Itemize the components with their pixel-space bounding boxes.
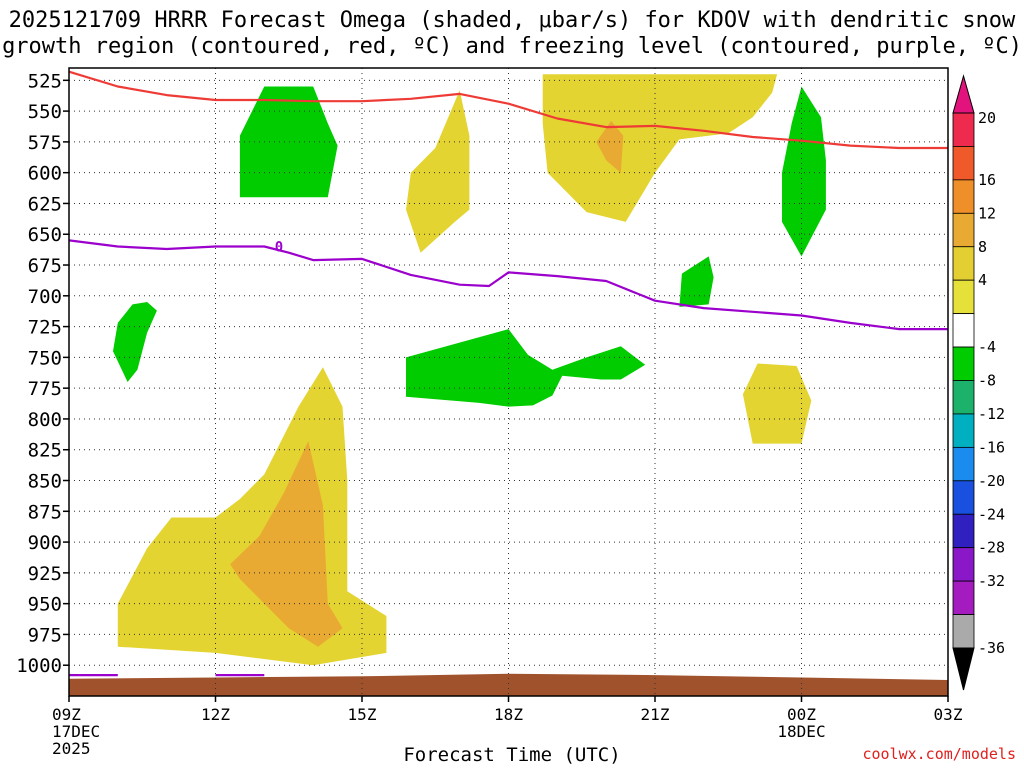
colorbar-label-1: 16 bbox=[978, 171, 996, 189]
chart-title-line1: 2025121709 HRRR Forecast Omega (shaded, … bbox=[8, 8, 1016, 33]
contour-line-0 bbox=[69, 70, 948, 150]
x-tick-label-9-1: 17DEC bbox=[52, 722, 100, 741]
x-tick-label-24-0: 00Z bbox=[787, 705, 816, 724]
colorbar-top-arrow bbox=[952, 74, 975, 114]
omega-region-3 bbox=[679, 256, 714, 307]
colorbar-segment-2 bbox=[952, 179, 975, 214]
x-axis-label: Forecast Time (UTC) bbox=[403, 744, 621, 766]
colorbar-label-5: -4 bbox=[978, 338, 996, 356]
x-tick-label-15-0: 15Z bbox=[348, 705, 377, 724]
colorbar-segment-0 bbox=[952, 112, 975, 147]
colorbar-segment-12 bbox=[952, 513, 975, 549]
y-tick-label-900: 900 bbox=[28, 532, 62, 554]
y-tick-label-950: 950 bbox=[28, 594, 62, 616]
colorbar-segment-15 bbox=[952, 614, 975, 649]
colorbar-label-7: -12 bbox=[978, 405, 1005, 423]
colorbar-label-3: 8 bbox=[978, 238, 987, 256]
x-tick-label-24-1: 18DEC bbox=[777, 722, 825, 741]
colorbar-segment-11 bbox=[952, 480, 975, 515]
y-tick-label-625: 625 bbox=[28, 193, 62, 215]
y-tick-label-825: 825 bbox=[28, 440, 62, 462]
terrain-surface bbox=[69, 673, 948, 696]
y-tick-label-550: 550 bbox=[28, 101, 62, 123]
x-tick-label-27-0: 03Z bbox=[934, 705, 963, 724]
colorbar-segment-3 bbox=[952, 212, 975, 248]
y-tick-label-850: 850 bbox=[28, 471, 62, 493]
freezing-level-label: 0 bbox=[275, 240, 283, 256]
omega-region-1 bbox=[113, 302, 157, 382]
omega-region-9 bbox=[230, 441, 343, 647]
y-tick-label-525: 525 bbox=[28, 70, 62, 92]
colorbar-segment-14 bbox=[952, 580, 975, 615]
omega-region-7 bbox=[117, 367, 387, 666]
y-tick-label-875: 875 bbox=[28, 501, 62, 523]
y-tick-label-600: 600 bbox=[28, 163, 62, 185]
colorbar-segment-4 bbox=[952, 246, 975, 281]
colorbar-segment-6 bbox=[952, 313, 975, 348]
colorbar-label-13: -36 bbox=[978, 639, 1005, 657]
x-tick-label-9-2: 2025 bbox=[52, 739, 91, 758]
omega-region-5 bbox=[406, 90, 470, 253]
y-tick-label-700: 700 bbox=[28, 286, 62, 308]
omega-region-6 bbox=[542, 74, 778, 222]
y-tick-label-725: 725 bbox=[28, 317, 62, 339]
x-tick-label-12-0: 12Z bbox=[201, 705, 230, 724]
contour-line-1 bbox=[69, 239, 948, 331]
colorbar-segment-1 bbox=[952, 146, 975, 181]
y-tick-label-975: 975 bbox=[28, 624, 62, 646]
colorbar-label-10: -24 bbox=[978, 505, 1005, 523]
y-tick-label-675: 675 bbox=[28, 255, 62, 277]
y-tick-label-925: 925 bbox=[28, 563, 62, 585]
x-tick-label-21-0: 21Z bbox=[641, 705, 670, 724]
omega-region-10 bbox=[596, 120, 624, 173]
y-tick-label-1000: 1000 bbox=[16, 655, 62, 677]
x-tick-label-9-0: 09Z bbox=[52, 705, 81, 724]
colorbar-segment-9 bbox=[952, 413, 975, 448]
y-tick-label-650: 650 bbox=[28, 224, 62, 246]
omega-region-4 bbox=[782, 86, 826, 257]
colorbar-label-8: -16 bbox=[978, 438, 1005, 456]
colorbar-label-9: -20 bbox=[978, 472, 1005, 490]
colorbar-segment-10 bbox=[952, 446, 975, 482]
colorbar-segment-8 bbox=[952, 380, 975, 415]
colorbar-label-2: 12 bbox=[978, 204, 996, 222]
y-tick-label-775: 775 bbox=[28, 378, 62, 400]
y-tick-label-750: 750 bbox=[28, 347, 62, 369]
colorbar-segment-13 bbox=[952, 547, 975, 582]
colorbar-label-0: 20 bbox=[978, 109, 996, 127]
x-tick-label-18-0: 18Z bbox=[494, 705, 523, 724]
plot-area: 0 bbox=[69, 68, 948, 696]
omega-region-2 bbox=[406, 329, 646, 407]
colorbar-label-12: -32 bbox=[978, 572, 1005, 590]
y-tick-label-575: 575 bbox=[28, 132, 62, 154]
omega-region-8 bbox=[742, 363, 812, 444]
y-tick-label-800: 800 bbox=[28, 409, 62, 431]
colorbar-segment-5 bbox=[952, 279, 975, 315]
colorbar-label-11: -28 bbox=[978, 539, 1005, 557]
omega-region-0 bbox=[239, 86, 338, 198]
colorbar-segment-7 bbox=[952, 346, 975, 381]
colorbar-label-4: 4 bbox=[978, 271, 987, 289]
colorbar-bottom-arrow bbox=[952, 647, 975, 691]
credit-link[interactable]: coolwx.com/models bbox=[862, 745, 1016, 763]
chart-title-line2: growth region (contoured, red, ºC) and f… bbox=[2, 34, 1022, 59]
colorbar-label-6: -8 bbox=[978, 372, 996, 390]
